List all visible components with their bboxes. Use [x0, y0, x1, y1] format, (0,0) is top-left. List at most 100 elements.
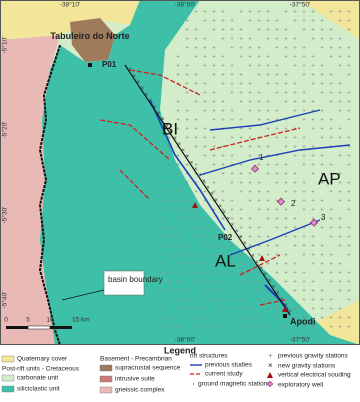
gravity-station: + — [266, 172, 270, 178]
gravity-station: + — [284, 208, 288, 214]
gravity-station: + — [275, 154, 279, 160]
gravity-station: + — [293, 280, 297, 286]
gravity-station: + — [338, 10, 342, 16]
gravity-station: + — [158, 217, 162, 223]
gravity-station: + — [239, 100, 243, 106]
gravity-station: + — [284, 82, 288, 88]
gravity-station: + — [221, 127, 225, 133]
legend-symbol — [266, 380, 274, 388]
gravity-station: + — [266, 37, 270, 43]
new-gravity-station: × — [173, 136, 177, 142]
gravity-station: + — [239, 127, 243, 133]
gravity-station: + — [338, 244, 342, 250]
gravity-station: + — [239, 46, 243, 52]
gravity-station: + — [257, 109, 261, 115]
gravity-station: + — [329, 46, 333, 52]
gravity-station: + — [284, 28, 288, 34]
gravity-station: + — [329, 127, 333, 133]
gravity-station: + — [230, 91, 234, 97]
gravity-station: + — [230, 217, 234, 223]
gravity-station: + — [212, 91, 216, 97]
gravity-station: + — [284, 235, 288, 241]
gravity-station: + — [329, 262, 333, 268]
legend-label: Quaternary cover — [17, 356, 68, 363]
gravity-station: + — [338, 271, 342, 277]
gravity-station: + — [221, 208, 225, 214]
gravity-station: + — [212, 10, 216, 16]
gravity-station: + — [320, 271, 324, 277]
gravity-station: + — [293, 145, 297, 151]
gravity-station: + — [284, 10, 288, 16]
gravity-station: + — [167, 235, 171, 241]
gravity-station: + — [311, 55, 315, 61]
legend-label: previous gravity stations — [278, 353, 348, 360]
gravity-station: + — [275, 172, 279, 178]
new-gravity-station: × — [136, 80, 140, 86]
gravity-station: + — [302, 118, 306, 124]
gravity-station: + — [239, 307, 243, 313]
gravity-station: + — [266, 145, 270, 151]
gravity-station: + — [284, 316, 288, 322]
gravity-station: + — [284, 181, 288, 187]
gravity-station: + — [347, 280, 351, 286]
gravity-station: + — [203, 325, 207, 331]
gravity-station: + — [275, 19, 279, 25]
gravity-station: + — [275, 37, 279, 43]
gravity-station: + — [158, 316, 162, 322]
gravity-station: + — [185, 208, 189, 214]
gravity-station: + — [194, 253, 198, 259]
gravity-station: + — [311, 37, 315, 43]
gravity-station: + — [284, 271, 288, 277]
gravity-station: + — [167, 154, 171, 160]
gravity-station: + — [347, 10, 351, 16]
gravity-station: + — [266, 298, 270, 304]
gravity-station: + — [158, 199, 162, 205]
gravity-station: + — [221, 199, 225, 205]
gravity-station: + — [293, 235, 297, 241]
gravity-station: + — [257, 253, 261, 259]
gravity-station: + — [167, 181, 171, 187]
gravity-station: + — [266, 289, 270, 295]
gravity-station: + — [167, 190, 171, 196]
gravity-station: + — [176, 262, 180, 268]
gravity-station: + — [284, 325, 288, 331]
gravity-station: + — [275, 28, 279, 34]
annotation: basin boundary — [108, 275, 163, 284]
gravity-station: + — [239, 145, 243, 151]
gravity-station: + — [320, 289, 324, 295]
gravity-station: + — [185, 64, 189, 70]
gravity-station: + — [338, 127, 342, 133]
gravity-station: + — [239, 280, 243, 286]
scale-segment — [50, 326, 72, 329]
gravity-station: + — [185, 46, 189, 52]
gravity-station: + — [248, 145, 252, 151]
gravity-station: + — [311, 145, 315, 151]
gravity-station: + — [275, 244, 279, 250]
gravity-station: + — [284, 163, 288, 169]
gravity-station: + — [239, 325, 243, 331]
gravity-station: + — [320, 244, 324, 250]
gravity-station: + — [329, 172, 333, 178]
gravity-station: + — [257, 181, 261, 187]
gravity-station: + — [275, 46, 279, 52]
region-label: AL — [215, 251, 236, 270]
gravity-station: + — [302, 253, 306, 259]
new-gravity-station: × — [141, 86, 145, 92]
gravity-station: + — [293, 271, 297, 277]
gravity-station: + — [275, 208, 279, 214]
gravity-station: + — [257, 28, 261, 34]
gravity-station: + — [212, 100, 216, 106]
gravity-station: + — [275, 253, 279, 259]
gravity-station: + — [338, 199, 342, 205]
gravity-station: + — [311, 244, 315, 250]
new-gravity-station: × — [247, 247, 251, 253]
gravity-station: + — [311, 28, 315, 34]
gravity-station: + — [266, 10, 270, 16]
new-gravity-station: × — [165, 123, 169, 129]
gravity-station: + — [212, 154, 216, 160]
legend-heading: rift structures — [190, 353, 228, 360]
gravity-station: + — [248, 91, 252, 97]
gravity-station: + — [302, 10, 306, 16]
gravity-station: + — [158, 235, 162, 241]
gravity-station: + — [320, 46, 324, 52]
